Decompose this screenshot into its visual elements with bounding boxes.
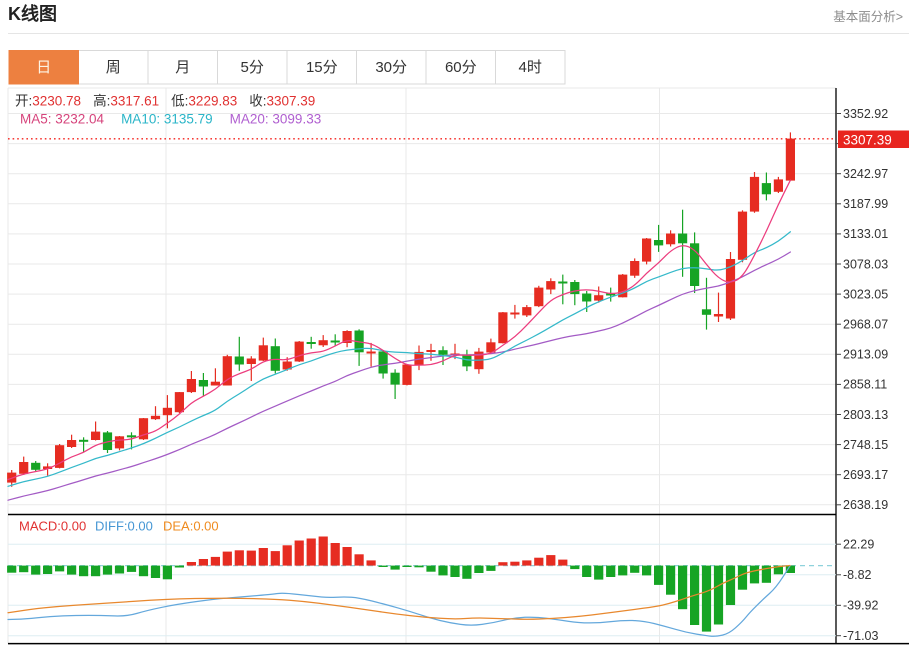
svg-text:60分: 60分 — [445, 59, 477, 76]
svg-text:3352.92: 3352.92 — [843, 107, 888, 121]
svg-text:3242.97: 3242.97 — [843, 167, 888, 181]
svg-text:3307.39: 3307.39 — [843, 132, 892, 147]
svg-text:MACD:0.00: MACD:0.00 — [19, 519, 86, 534]
svg-text:3078.03: 3078.03 — [843, 257, 888, 271]
svg-text:3187.99: 3187.99 — [843, 197, 888, 211]
svg-text:-71.03: -71.03 — [843, 629, 878, 643]
svg-text:5分: 5分 — [241, 59, 264, 76]
svg-text:DIFF:0.00: DIFF:0.00 — [95, 519, 153, 534]
svg-text:周: 周 — [106, 59, 121, 76]
svg-text:3023.05: 3023.05 — [843, 287, 888, 301]
svg-text:3133.01: 3133.01 — [843, 227, 888, 241]
svg-text:2803.13: 2803.13 — [843, 408, 888, 422]
svg-text:基本面分析>: 基本面分析> — [833, 10, 903, 24]
svg-text:2968.07: 2968.07 — [843, 318, 888, 332]
svg-text:开:3230.78高:3317.61低:3229.83收:3: 开:3230.78 高:3317.61 低:3229.83 收:3307.39 — [15, 93, 315, 109]
svg-text:DEA:0.00: DEA:0.00 — [163, 519, 219, 534]
svg-text:2748.15: 2748.15 — [843, 438, 888, 452]
svg-text:日: 日 — [36, 59, 51, 76]
svg-text:-8.82: -8.82 — [843, 568, 872, 582]
svg-text:2638.19: 2638.19 — [843, 498, 888, 512]
svg-text:-39.92: -39.92 — [843, 599, 878, 613]
svg-text:22.29: 22.29 — [843, 538, 874, 552]
svg-text:2858.11: 2858.11 — [843, 378, 887, 392]
svg-text:4时: 4时 — [519, 59, 542, 76]
svg-text:15分: 15分 — [306, 59, 338, 76]
svg-text:K线图: K线图 — [8, 3, 57, 24]
svg-text:月: 月 — [175, 59, 190, 76]
svg-text:2693.17: 2693.17 — [843, 468, 888, 482]
svg-text:30分: 30分 — [375, 59, 407, 76]
svg-text:2913.09: 2913.09 — [843, 348, 888, 362]
